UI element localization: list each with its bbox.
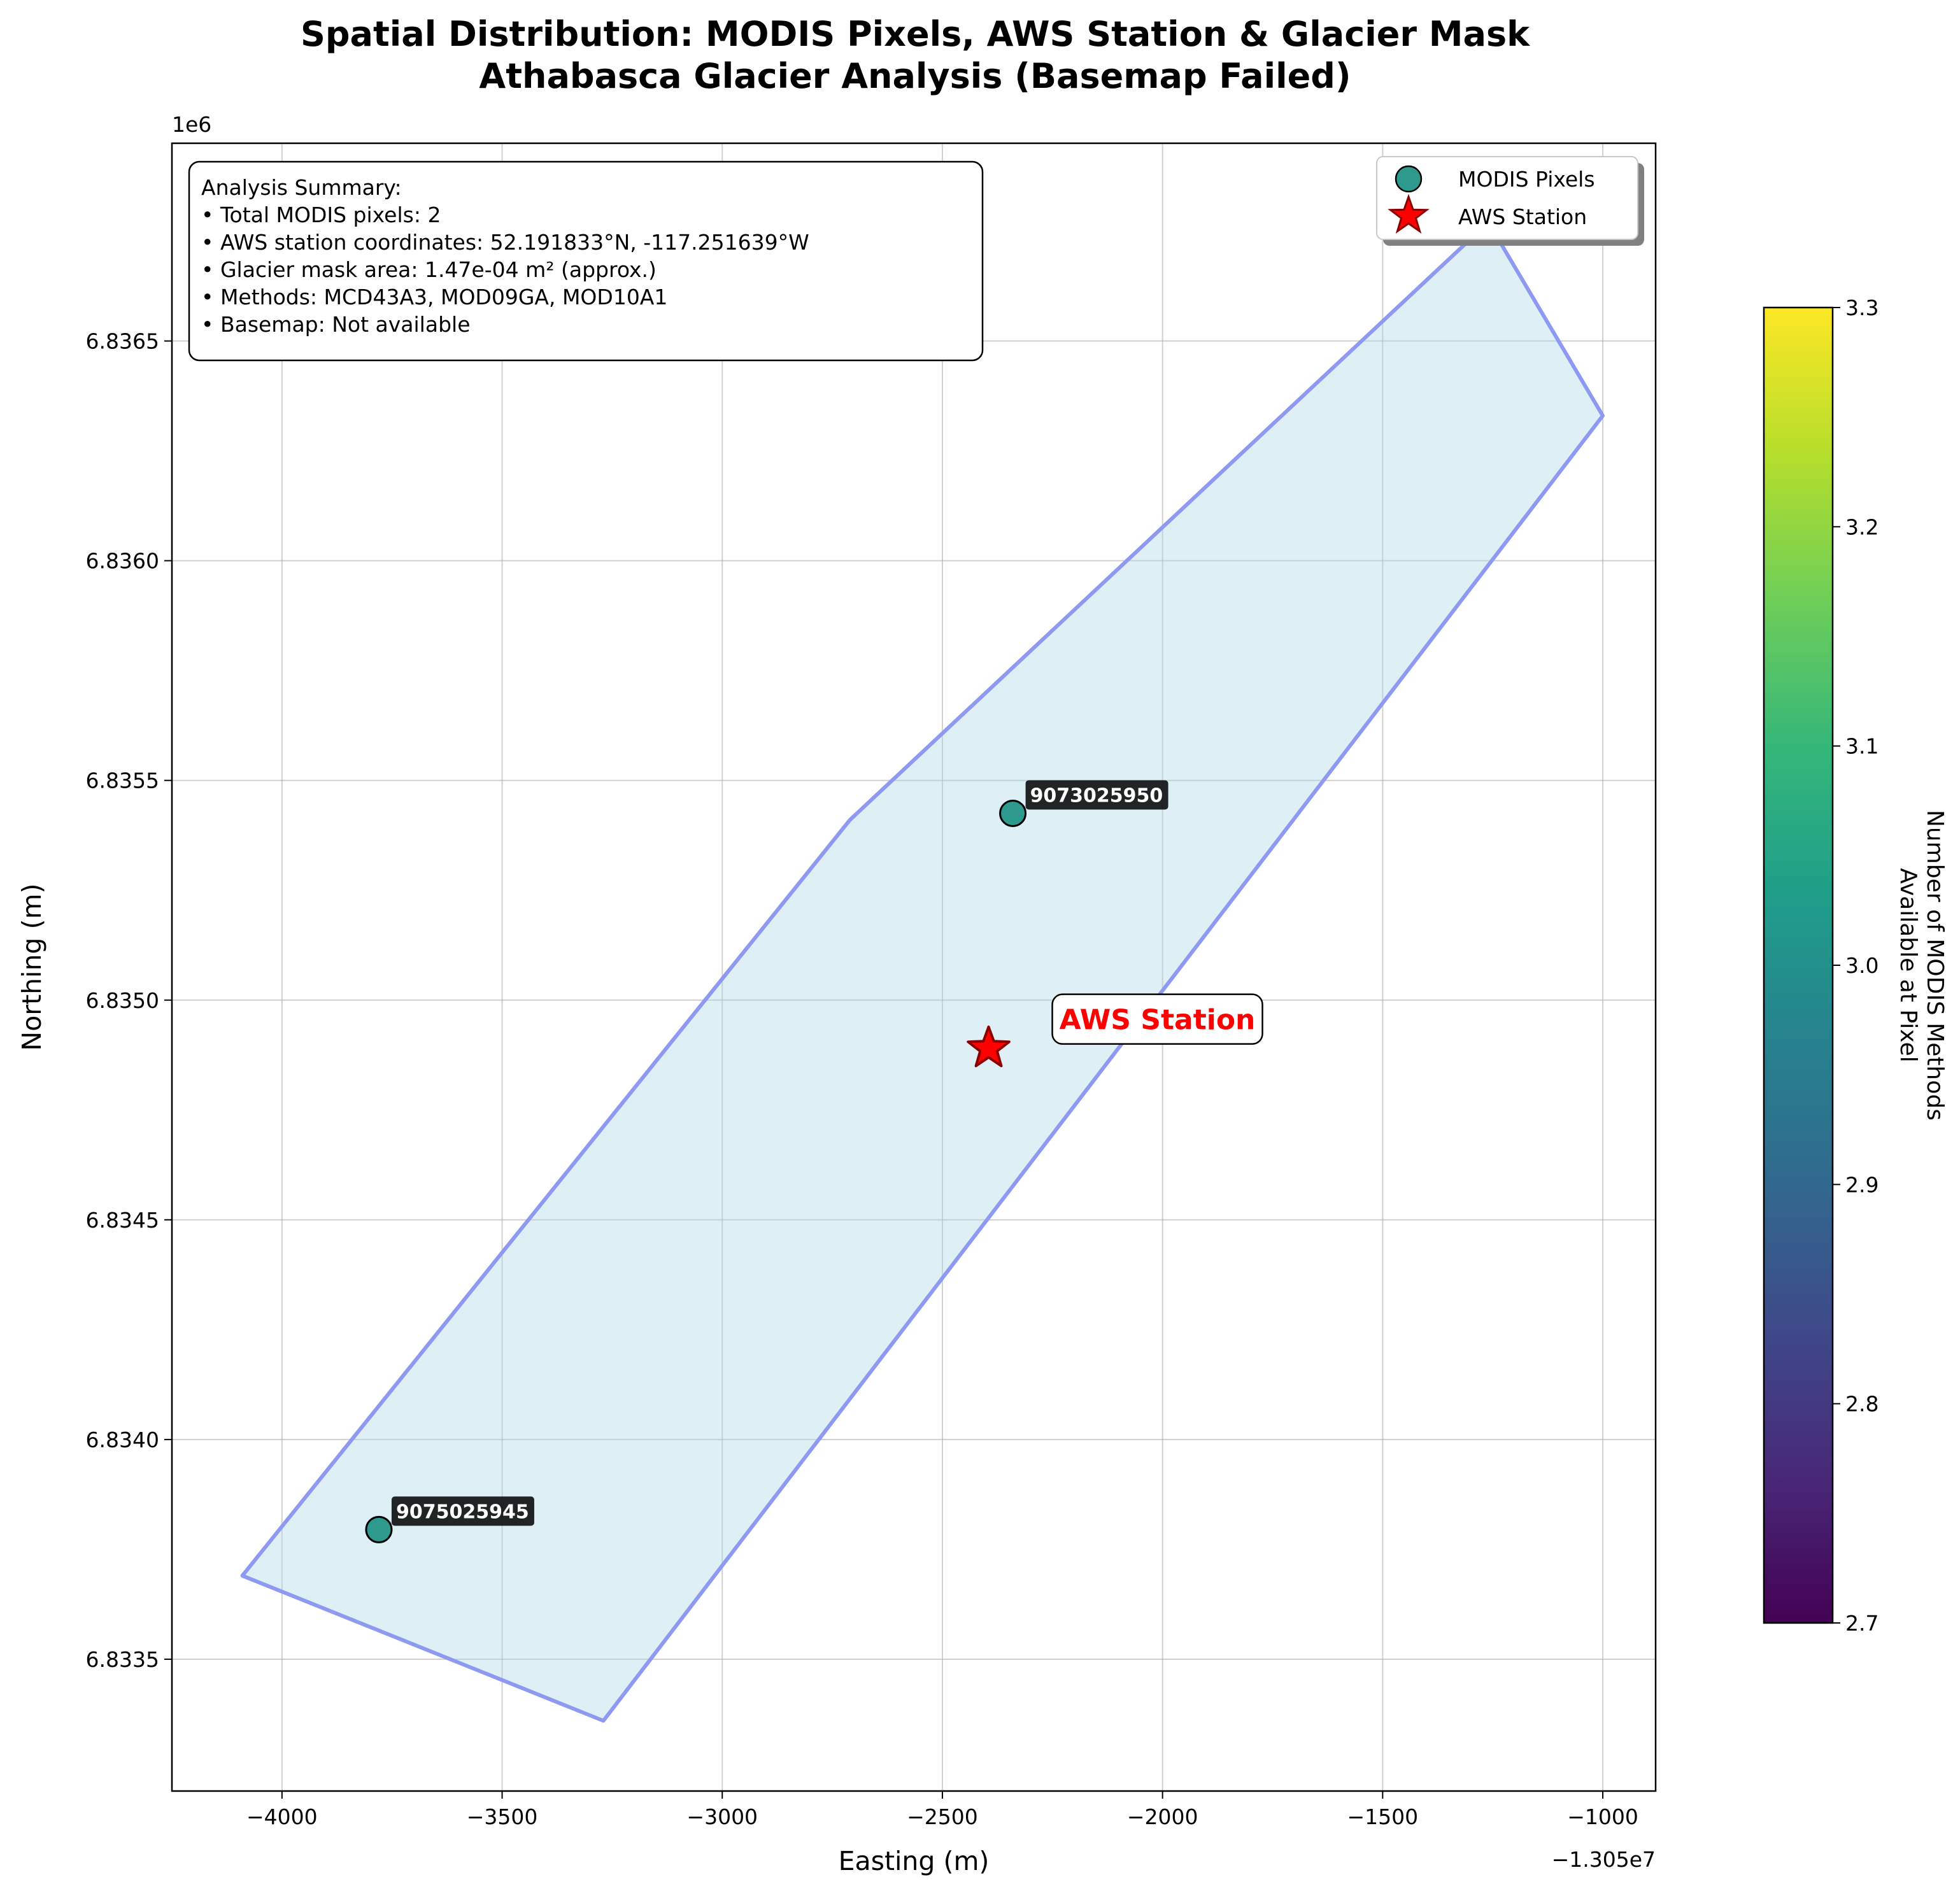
- summary-line: • Basemap: Not available: [201, 312, 471, 337]
- summary-line: Analysis Summary:: [201, 175, 402, 200]
- y-axis-ticks: 6.8335 6.8340 6.8345 6.8350 6.8355 6.8360 6.83…: [86, 329, 172, 1672]
- modis-pixel-point: [365, 1515, 393, 1543]
- colorbar-tick-label: 2.7: [1845, 1611, 1878, 1636]
- summary-line: • Total MODIS pixels: 2: [201, 202, 441, 227]
- plot-area: 9073025950 9075025945 AWS Station −4000 −35…: [86, 142, 1657, 1829]
- colorbar-label-line1: Number of MODIS Methods: [1922, 810, 1948, 1121]
- aws-station-label-box: [1051, 993, 1263, 1045]
- colorbar-tick-label: 2.9: [1845, 1172, 1878, 1197]
- x-axis-ticks: −4000 −3500 −3000 −2500 −2000 −1500 −1000: [246, 1791, 1638, 1829]
- y-axis-label: Northing (m): [17, 883, 47, 1051]
- colorbar-tick-label: 3.3: [1845, 295, 1878, 320]
- aws-station-label: AWS Station: [1060, 1004, 1256, 1037]
- marks-layer: 9073025950 9075025945 AWS Station: [365, 780, 1263, 1543]
- summary-line: • Glacier mask area: 1.47e-04 m² (approx…: [201, 257, 657, 282]
- modis-pixel-point: [999, 799, 1027, 827]
- x-tick-label: −3000: [686, 1804, 758, 1829]
- modis-pixel-label: 9075025945: [396, 1501, 529, 1523]
- colorbar: 2.7 2.8 2.9 3.0 3.1 3.2 3.3 Number of MODIS Me…: [1763, 295, 1948, 1636]
- y-tick-label: 6.8355: [86, 768, 159, 793]
- x-tick-label: −2500: [907, 1804, 978, 1829]
- plot-frame: [171, 142, 1657, 1792]
- y-tick-label: 6.8340: [86, 1427, 159, 1452]
- summary-line: • Methods: MCD43A3, MOD09GA, MOD10A1: [201, 285, 667, 309]
- legend-aws-label: AWS Station: [1458, 204, 1587, 229]
- modis-pixel-label-box: [391, 1496, 534, 1526]
- summary-box: Analysis Summary: • Total MODIS pixels: …: [188, 160, 984, 362]
- legend-modis-marker: [1395, 165, 1423, 193]
- glacier-mask-polygon: [240, 220, 1605, 1723]
- x-tick-label: −1000: [1567, 1804, 1638, 1829]
- colorbar-tick-label: 2.8: [1845, 1392, 1878, 1417]
- glacier-mask-layer: [240, 220, 1605, 1723]
- y-tick-label: 6.8350: [86, 988, 159, 1013]
- y-offset-label: 1e6: [172, 112, 211, 137]
- x-tick-label: −2000: [1127, 1804, 1198, 1829]
- y-tick-label: 6.8345: [86, 1208, 159, 1233]
- summary-box-frame: [188, 160, 984, 362]
- modis-pixel-label: 9073025950: [1030, 784, 1163, 807]
- y-tick-label: 6.8360: [86, 549, 159, 574]
- legend-aws-marker: [1388, 194, 1430, 234]
- x-offset-label: −1.305e7: [1552, 1847, 1656, 1872]
- colorbar-ticks: 2.7 2.8 2.9 3.0 3.1 3.2 3.3: [1833, 295, 1878, 1636]
- legend-frame: [1376, 156, 1638, 240]
- aws-station-point: [967, 1025, 1011, 1068]
- modis-pixel-label-box: [1025, 780, 1168, 810]
- chart-title: Spatial Distribution: MODIS Pixels, AWS …: [301, 14, 1530, 54]
- x-axis-label: Easting (m): [839, 1846, 990, 1876]
- x-tick-label: −4000: [246, 1804, 318, 1829]
- legend-modis-label: MODIS Pixels: [1458, 167, 1595, 192]
- colorbar-gradient: [1763, 306, 1834, 1624]
- x-tick-label: −3500: [467, 1804, 538, 1829]
- colorbar-tick-label: 3.0: [1845, 953, 1878, 978]
- colorbar-tick-label: 3.1: [1845, 734, 1878, 759]
- y-tick-label: 6.8335: [86, 1647, 159, 1672]
- colorbar-tick-label: 3.2: [1845, 514, 1878, 539]
- legend: MODIS Pixels AWS Station: [1376, 156, 1644, 246]
- colorbar-label-line2: Available at Pixel: [1895, 868, 1921, 1062]
- summary-line: • AWS station coordinates: 52.191833°N, …: [201, 230, 809, 255]
- y-tick-label: 6.8365: [86, 329, 159, 354]
- chart-subtitle: Athabasca Glacier Analysis (Basemap Fail…: [479, 56, 1351, 96]
- x-tick-label: −1500: [1347, 1804, 1419, 1829]
